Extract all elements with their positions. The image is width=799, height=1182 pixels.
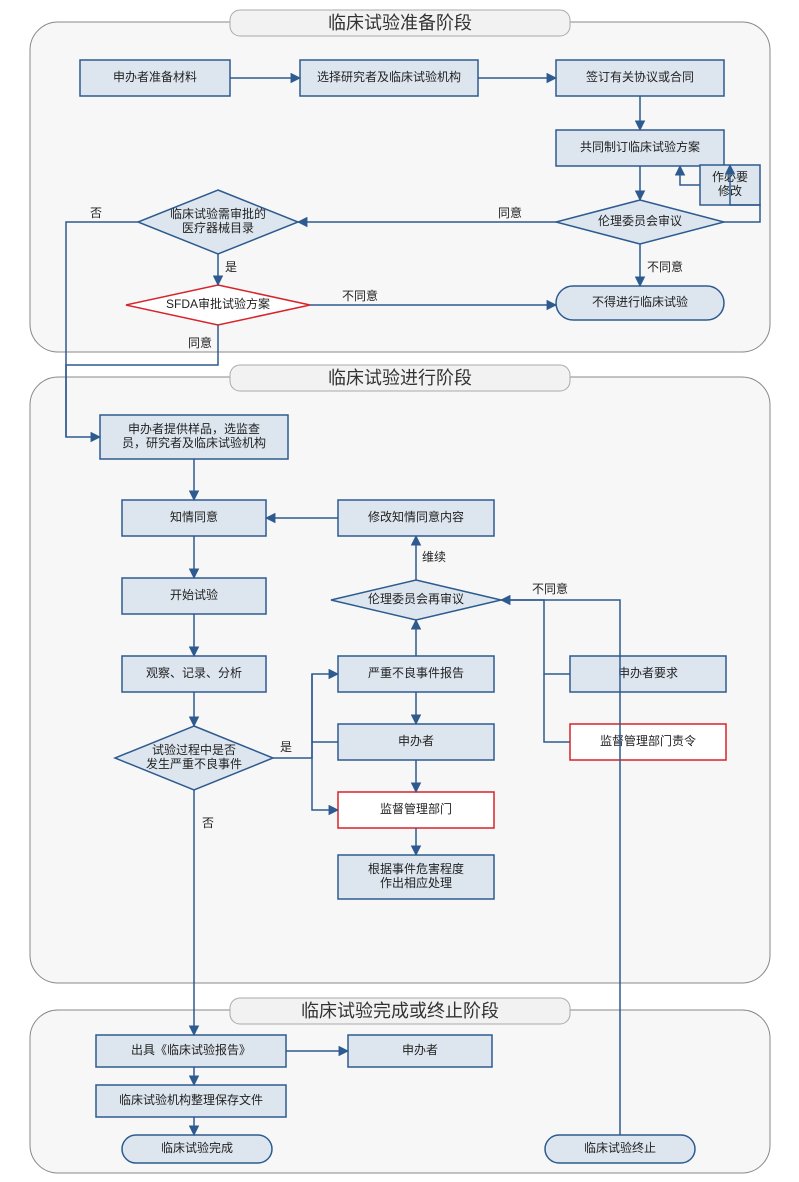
- svg-text:申办者: 申办者: [398, 733, 434, 748]
- edge-label: 不同意: [647, 259, 683, 274]
- svg-text:修改知情同意内容: 修改知情同意内容: [368, 509, 464, 524]
- clinical-trial-flowchart: 临床试验准备阶段临床试验进行阶段临床试验完成或终止阶段 申办者准备材料 选择研究者及…: [0, 0, 799, 1182]
- svg-text:临床试验需审批的: 临床试验需审批的: [170, 206, 266, 221]
- svg-text:申办者准备材料: 申办者准备材料: [113, 69, 197, 84]
- edge-label: 是: [225, 260, 237, 274]
- svg-text:严重不良事件报告: 严重不良事件报告: [368, 665, 464, 680]
- svg-text:选择研究者及临床试验机构: 选择研究者及临床试验机构: [317, 69, 461, 84]
- svg-text:开始试验: 开始试验: [170, 587, 218, 602]
- svg-text:发生严重不良事件: 发生严重不良事件: [146, 756, 242, 771]
- svg-text:医疗器械目录: 医疗器械目录: [182, 220, 254, 235]
- edge-label: 不同意: [532, 581, 568, 596]
- section-title: 临床试验准备阶段: [328, 13, 472, 33]
- edge-label: 不同意: [342, 288, 378, 303]
- svg-text:出具《临床试验报告》: 出具《临床试验报告》: [131, 1042, 251, 1057]
- svg-text:员，研究者及临床试验机构: 员，研究者及临床试验机构: [122, 435, 266, 450]
- edge-label: 同意: [188, 335, 212, 350]
- section-title: 临床试验完成或终止阶段: [301, 1001, 499, 1021]
- svg-text:伦理委员会审议: 伦理委员会审议: [598, 213, 682, 228]
- svg-text:观察、记录、分析: 观察、记录、分析: [146, 666, 242, 680]
- svg-text:试验过程中是否: 试验过程中是否: [152, 742, 236, 757]
- svg-text:申办者: 申办者: [402, 1042, 438, 1057]
- svg-text:作出相应处理: 作出相应处理: [380, 875, 452, 890]
- edge-label: 维续: [422, 550, 446, 564]
- edge-label: 否: [202, 816, 214, 830]
- svg-text:临床试验机构整理保存文件: 临床试验机构整理保存文件: [119, 1092, 263, 1107]
- svg-text:申办者提供样品，选监查: 申办者提供样品，选监查: [128, 421, 260, 436]
- edge-label: 是: [280, 740, 292, 754]
- svg-text:共同制订临床试验方案: 共同制订临床试验方案: [580, 139, 700, 154]
- svg-text:知情同意: 知情同意: [170, 509, 218, 524]
- section-title: 临床试验进行阶段: [328, 368, 472, 388]
- svg-text:监督管理部门责令: 监督管理部门责令: [600, 733, 696, 748]
- svg-text:伦理委员会再审议: 伦理委员会再审议: [368, 591, 464, 606]
- svg-text:临床试验终止: 临床试验终止: [584, 1140, 656, 1155]
- svg-text:签订有关协议或合同: 签订有关协议或合同: [586, 69, 694, 84]
- svg-text:申办者要求: 申办者要求: [618, 665, 678, 680]
- svg-text:SFDA审批试验方案: SFDA审批试验方案: [166, 296, 270, 311]
- svg-text:根据事件危害程度: 根据事件危害程度: [368, 861, 464, 876]
- edge-label: 否: [90, 206, 102, 220]
- svg-text:监督管理部门: 监督管理部门: [380, 801, 452, 816]
- svg-text:临床试验完成: 临床试验完成: [161, 1140, 233, 1155]
- svg-text:不得进行临床试验: 不得进行临床试验: [592, 294, 688, 309]
- edge-label: 同意: [498, 205, 522, 220]
